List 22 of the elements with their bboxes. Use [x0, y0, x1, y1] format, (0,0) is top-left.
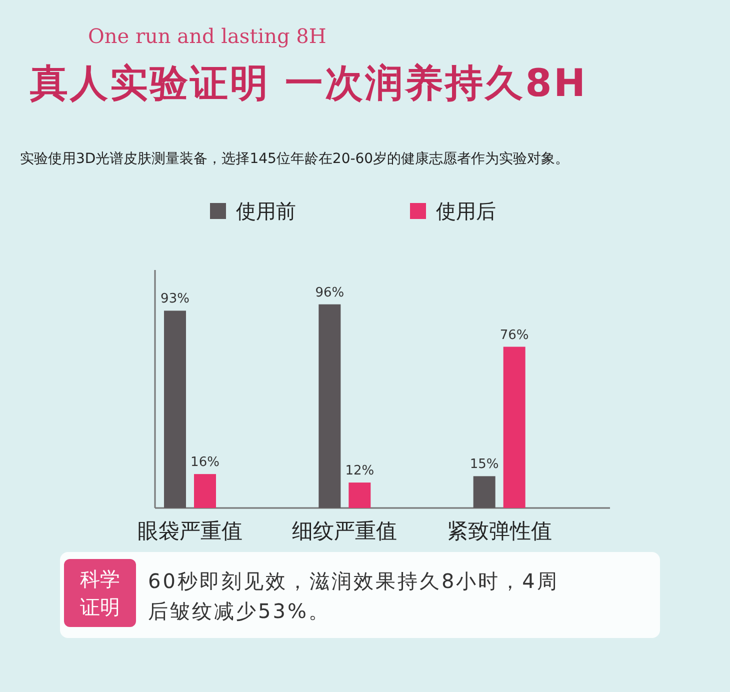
data-label: 96%: [315, 285, 344, 300]
data-label: 93%: [160, 292, 190, 307]
bar: [318, 304, 341, 508]
data-label: 16%: [190, 455, 220, 470]
bar: [503, 346, 526, 508]
legend-label: 使用后: [436, 199, 496, 223]
x-tick-label: 眼袋严重值: [138, 519, 242, 543]
chart-subtitle: One run and lasting 8H: [88, 24, 326, 48]
x-tick-label: 细纹严重值: [292, 519, 398, 543]
bar: [348, 482, 371, 508]
text: 科学证明: [64, 559, 136, 627]
x-tick-label: 紧致弹性值: [446, 519, 552, 543]
data-label: 15%: [470, 457, 499, 472]
legend-label: 使用前: [236, 199, 296, 223]
data-label: 76%: [500, 328, 529, 343]
bar: [473, 476, 496, 508]
text: 实验使用3D光谱皮肤测量装备，选择145位年龄在20-60岁的健康志愿者作为实验对象。: [20, 150, 570, 168]
chart-title: 真人实验证明 一次润养持久8H: [30, 60, 588, 107]
bar: [194, 474, 216, 508]
data-label: 12%: [345, 464, 374, 479]
bar: [164, 310, 186, 508]
text: 60秒即刻见效，滋润效果持久8小时，4周后皱纹减少53%。: [148, 568, 560, 625]
